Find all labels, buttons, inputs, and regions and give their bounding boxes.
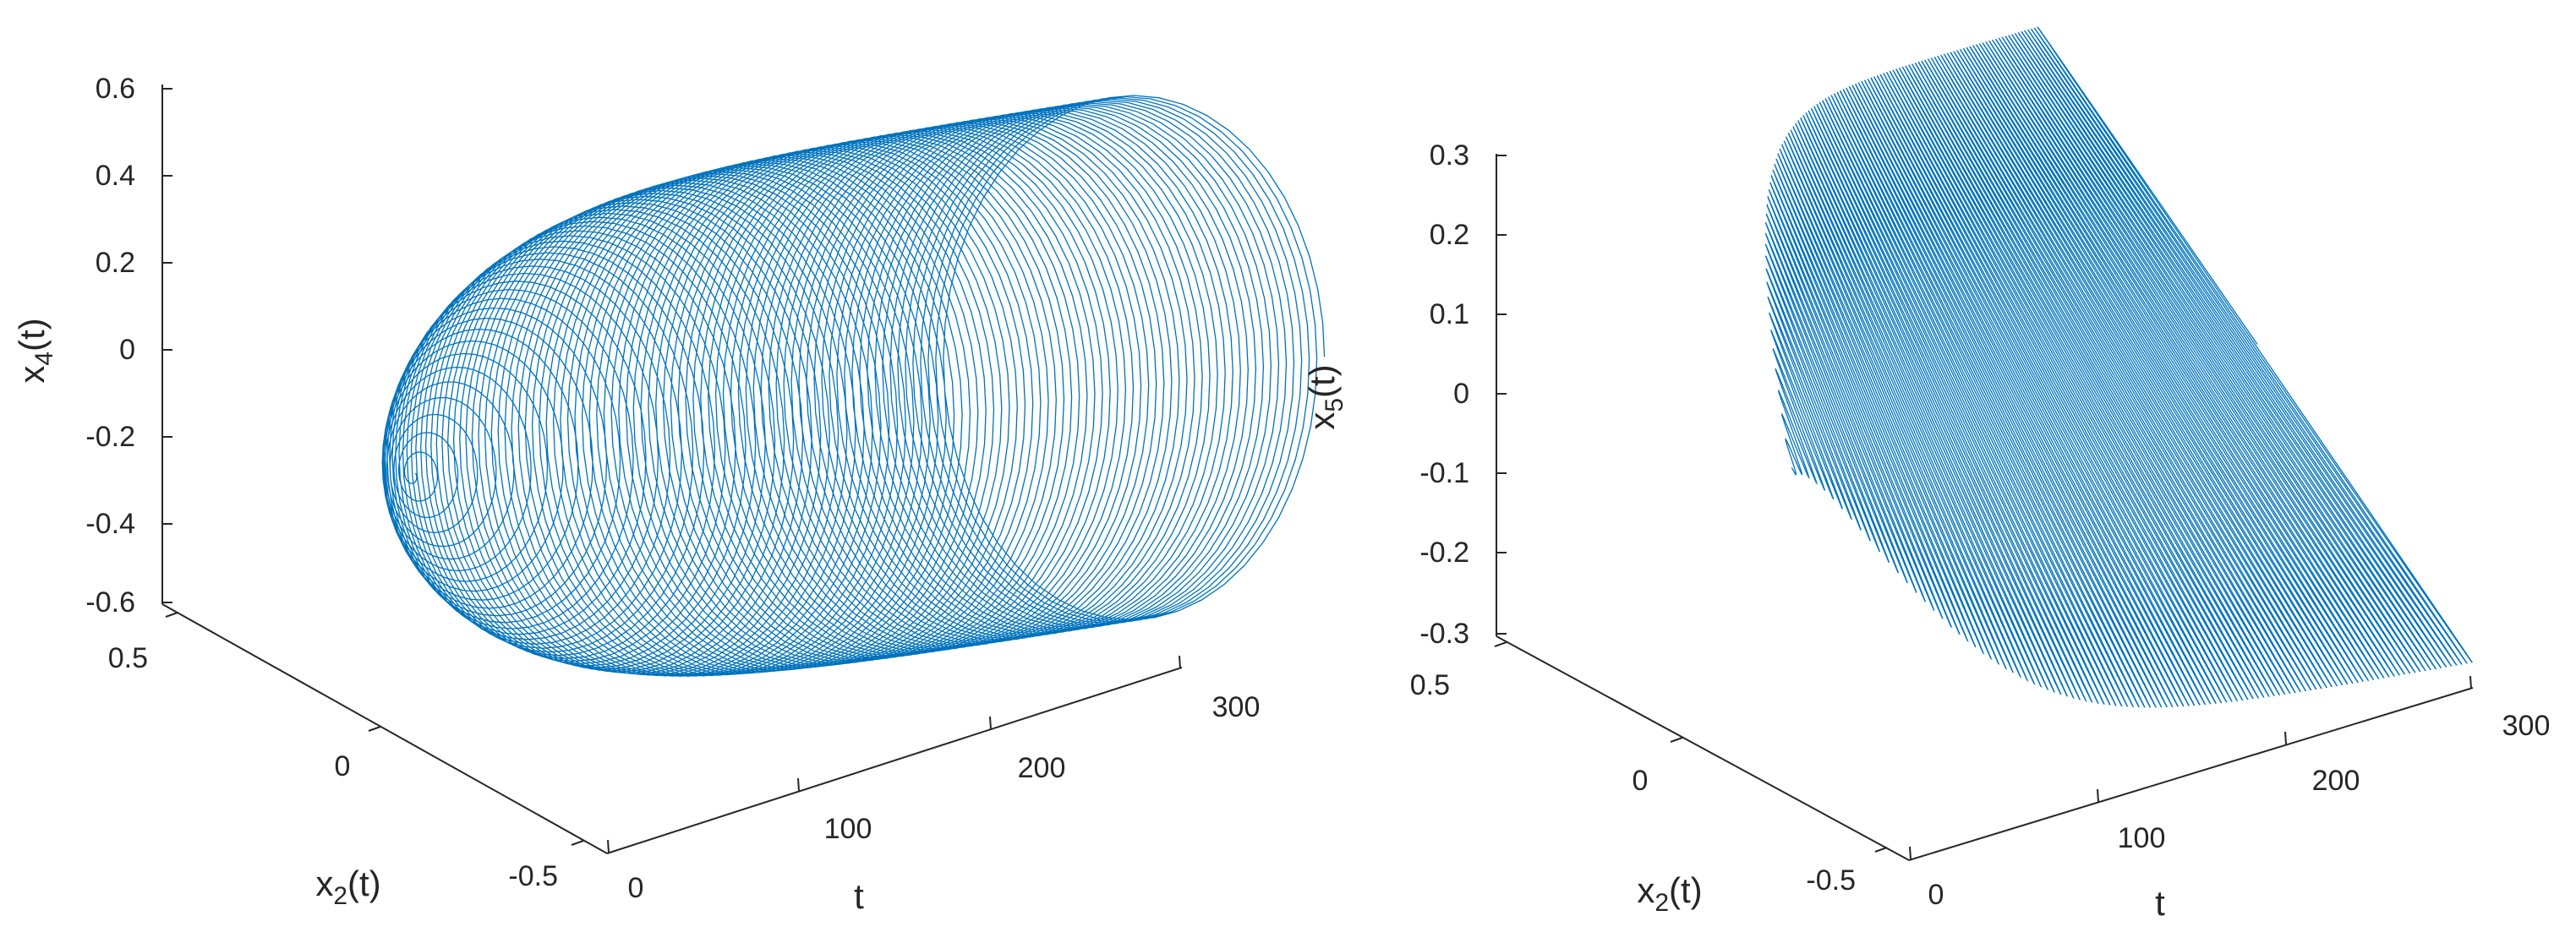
left-z-tick-label: -0.6 <box>85 586 135 619</box>
left-x-tick-label: 300 <box>1212 691 1261 723</box>
right-z-tick-label: 0.1 <box>1430 298 1469 330</box>
right-z-tick-label: -0.3 <box>1419 618 1469 650</box>
left-x-tick-mark <box>1179 655 1181 669</box>
left-series-trajectory <box>381 95 1326 677</box>
left-x-tick-label: 200 <box>1018 752 1066 784</box>
left-y-axis-line <box>161 603 608 854</box>
right-x-axis-line <box>1908 687 2474 861</box>
left-x-tick-mark <box>797 777 800 792</box>
right-curve-layer <box>1764 26 2473 708</box>
right-y-tick-label: 0 <box>1633 765 1649 797</box>
right-x-tick-label: 100 <box>2118 822 2166 854</box>
left-x-tick-mark <box>607 839 610 853</box>
right-y-axis-label: x2(t) <box>1637 870 1702 917</box>
right-chart-panel: 0.3 0.2 0.1 0 -0.1 -0.2 -0.3 x5(t) 0.5 0… <box>1302 26 2551 923</box>
left-y-tick-mark <box>368 726 381 732</box>
left-x-tick-label: 0 <box>628 872 644 904</box>
left-chart-panel: 0.6 0.4 0.2 0 -0.2 -0.4 -0.6 x4(t) 0.5 0… <box>12 73 1326 916</box>
left-y-tick-mark <box>165 612 178 618</box>
right-y-tick-label: -0.5 <box>1806 864 1856 897</box>
left-y-axis-label: x2(t) <box>315 864 380 910</box>
right-x-tick-mark <box>1909 846 1911 860</box>
right-x-tick-mark <box>2469 675 2472 690</box>
right-x-tick-label: 200 <box>2312 765 2360 797</box>
left-x-tick-label: 100 <box>824 813 872 845</box>
right-x-axis-label: t <box>2155 883 2165 923</box>
left-z-axis-label: x4(t) <box>12 318 58 383</box>
left-x-axis-line <box>606 667 1183 854</box>
left-z-tick-label: 0.4 <box>96 160 135 192</box>
right-x-tick-mark <box>2097 788 2099 803</box>
right-series-trajectory <box>1764 26 2473 708</box>
left-x-tick-mark <box>989 716 992 730</box>
left-y-tick-label: -0.5 <box>508 860 558 892</box>
right-y-tick-mark <box>1874 847 1888 853</box>
left-z-ticks: 0.6 0.4 0.2 0 -0.2 -0.4 -0.6 <box>85 73 172 619</box>
right-x-tick-mark <box>2284 731 2287 745</box>
right-y-axis-line <box>1496 635 1910 861</box>
left-z-tick-label: 0.6 <box>96 73 135 105</box>
right-x-tick-label: 300 <box>2502 710 2551 742</box>
right-z-tick-label: -0.1 <box>1419 457 1469 489</box>
left-y-tick-label: 0 <box>335 750 351 782</box>
left-curve-layer <box>381 95 1326 677</box>
right-z-axis-label: x5(t) <box>1302 364 1348 429</box>
right-y-tick-label: 0.5 <box>1410 669 1450 701</box>
right-z-tick-label: 0.3 <box>1430 139 1469 172</box>
left-x-axis-label: t <box>854 876 864 916</box>
left-y-tick-mark <box>571 840 584 846</box>
right-z-tick-label: 0 <box>1453 378 1469 410</box>
right-y-tick-mark <box>1670 737 1683 743</box>
left-z-tick-label: 0.2 <box>96 247 135 279</box>
right-z-tick-label: -0.2 <box>1419 537 1469 569</box>
left-y-tick-label: 0.5 <box>108 642 148 674</box>
right-z-tick-label: 0.2 <box>1430 219 1469 251</box>
right-z-ticks: 0.3 0.2 0.1 0 -0.1 -0.2 -0.3 <box>1419 139 1507 650</box>
left-z-tick-label: -0.2 <box>85 421 135 453</box>
left-z-tick-label: 0 <box>119 334 135 366</box>
right-x-tick-label: 0 <box>1928 879 1944 911</box>
right-y-tick-mark <box>1494 641 1507 647</box>
left-z-tick-label: -0.4 <box>85 508 135 540</box>
